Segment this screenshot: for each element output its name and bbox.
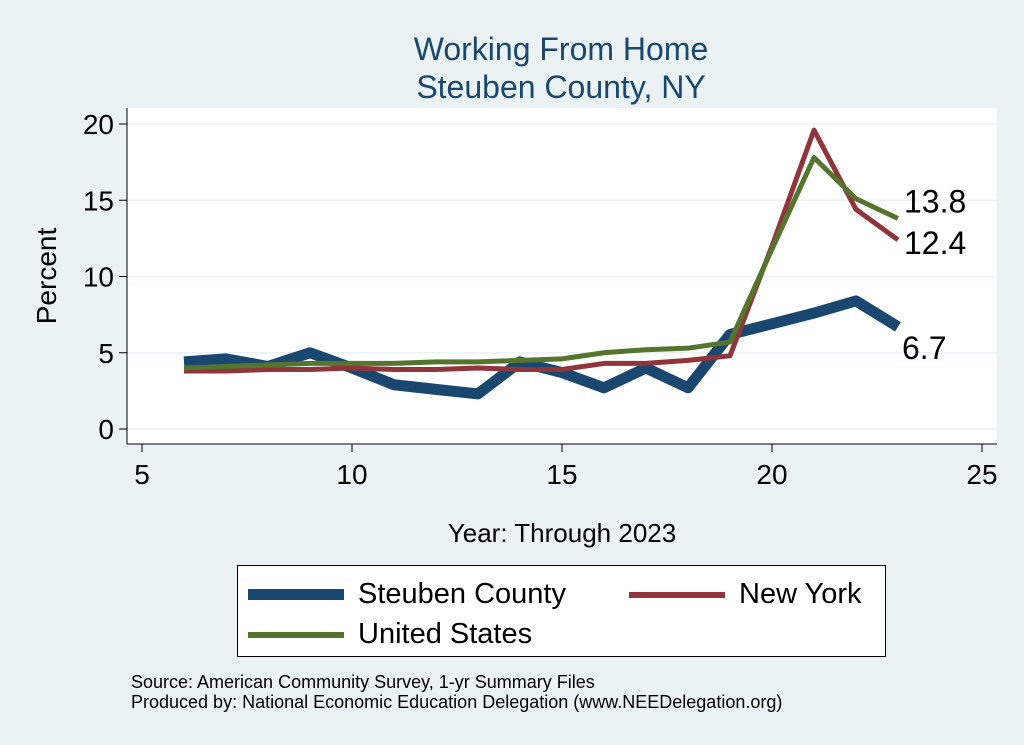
legend: Steuben County New York United States	[237, 565, 886, 657]
produced-by-note: Produced by: National Economic Education…	[131, 692, 783, 712]
y-tick-label: 10	[83, 262, 114, 293]
legend-item-united-states: United States	[248, 618, 532, 651]
legend-label-new-york: New York	[739, 578, 862, 610]
x-tick-label: 15	[546, 459, 577, 490]
legend-item-new-york: New York	[629, 578, 862, 611]
series-line-united-states	[183, 155, 900, 371]
legend-swatch-new-york	[629, 591, 725, 598]
data-label-united-states: 13.8	[904, 184, 966, 220]
x-tick-label: 20	[756, 459, 787, 490]
y-tick-label: 0	[98, 414, 114, 445]
legend-item-steuben-county: Steuben County	[248, 578, 566, 611]
y-tick-label: 15	[83, 185, 114, 216]
source-note: Source: American Community Survey, 1-yr …	[131, 672, 595, 692]
x-tick-label: 25	[966, 459, 997, 490]
chart-title-block: Working From Home Steuben County, NY	[0, 30, 1024, 106]
x-tick-label: 5	[134, 459, 150, 490]
y-axis-title: Percent	[31, 228, 62, 325]
x-axis-title: Year: Through 2023	[448, 518, 676, 548]
x-tick-label: 10	[336, 459, 367, 490]
legend-label-steuben-county: Steuben County	[358, 578, 566, 610]
series-line-new-york	[184, 127, 900, 374]
chart-subtitle: Steuben County, NY	[416, 69, 706, 105]
y-tick-label: 5	[98, 338, 114, 369]
legend-swatch-steuben-county	[248, 589, 344, 600]
legend-label-united-states: United States	[358, 618, 533, 650]
data-label-steuben-county: 6.7	[902, 330, 946, 366]
data-label-new-york: 12.4	[904, 225, 966, 261]
chart-title: Working From Home	[413, 31, 709, 67]
legend-swatch-united-states	[248, 631, 344, 638]
y-tick-label: 20	[83, 109, 114, 140]
